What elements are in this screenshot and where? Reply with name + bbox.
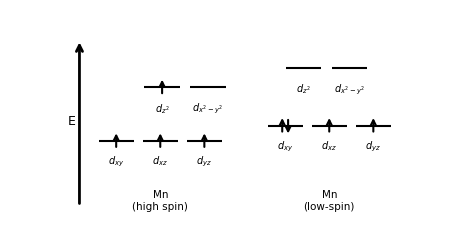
Text: E: E bbox=[68, 115, 76, 128]
Text: Mn
(high spin): Mn (high spin) bbox=[132, 190, 188, 212]
Text: Mn
(low-spin): Mn (low-spin) bbox=[303, 190, 355, 212]
Text: $d_{yz}$: $d_{yz}$ bbox=[365, 139, 381, 154]
Text: $d_{xz}$: $d_{xz}$ bbox=[321, 139, 337, 153]
Text: $d_{yz}$: $d_{yz}$ bbox=[196, 154, 212, 169]
Text: $d_{x^2-y^2}$: $d_{x^2-y^2}$ bbox=[334, 83, 365, 97]
Text: $d_{xz}$: $d_{xz}$ bbox=[152, 154, 168, 168]
Text: $d_{xy}$: $d_{xy}$ bbox=[108, 154, 124, 169]
Text: $d_{z^2}$: $d_{z^2}$ bbox=[155, 102, 169, 116]
Text: $d_{xy}$: $d_{xy}$ bbox=[277, 139, 293, 154]
Text: $d_{x^2-y^2}$: $d_{x^2-y^2}$ bbox=[192, 102, 224, 116]
Text: $d_{z^2}$: $d_{z^2}$ bbox=[296, 83, 311, 96]
